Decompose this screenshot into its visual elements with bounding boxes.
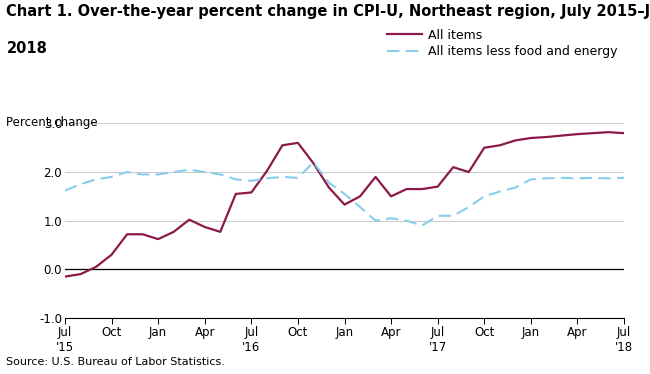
- Text: 2018: 2018: [6, 41, 47, 56]
- Text: Chart 1. Over-the-year percent change in CPI-U, Northeast region, July 2015–July: Chart 1. Over-the-year percent change in…: [6, 4, 650, 19]
- Text: Source: U.S. Bureau of Labor Statistics.: Source: U.S. Bureau of Labor Statistics.: [6, 356, 226, 367]
- Legend: All items, All items less food and energy: All items, All items less food and energ…: [387, 28, 618, 58]
- Text: Percent change: Percent change: [6, 116, 98, 129]
